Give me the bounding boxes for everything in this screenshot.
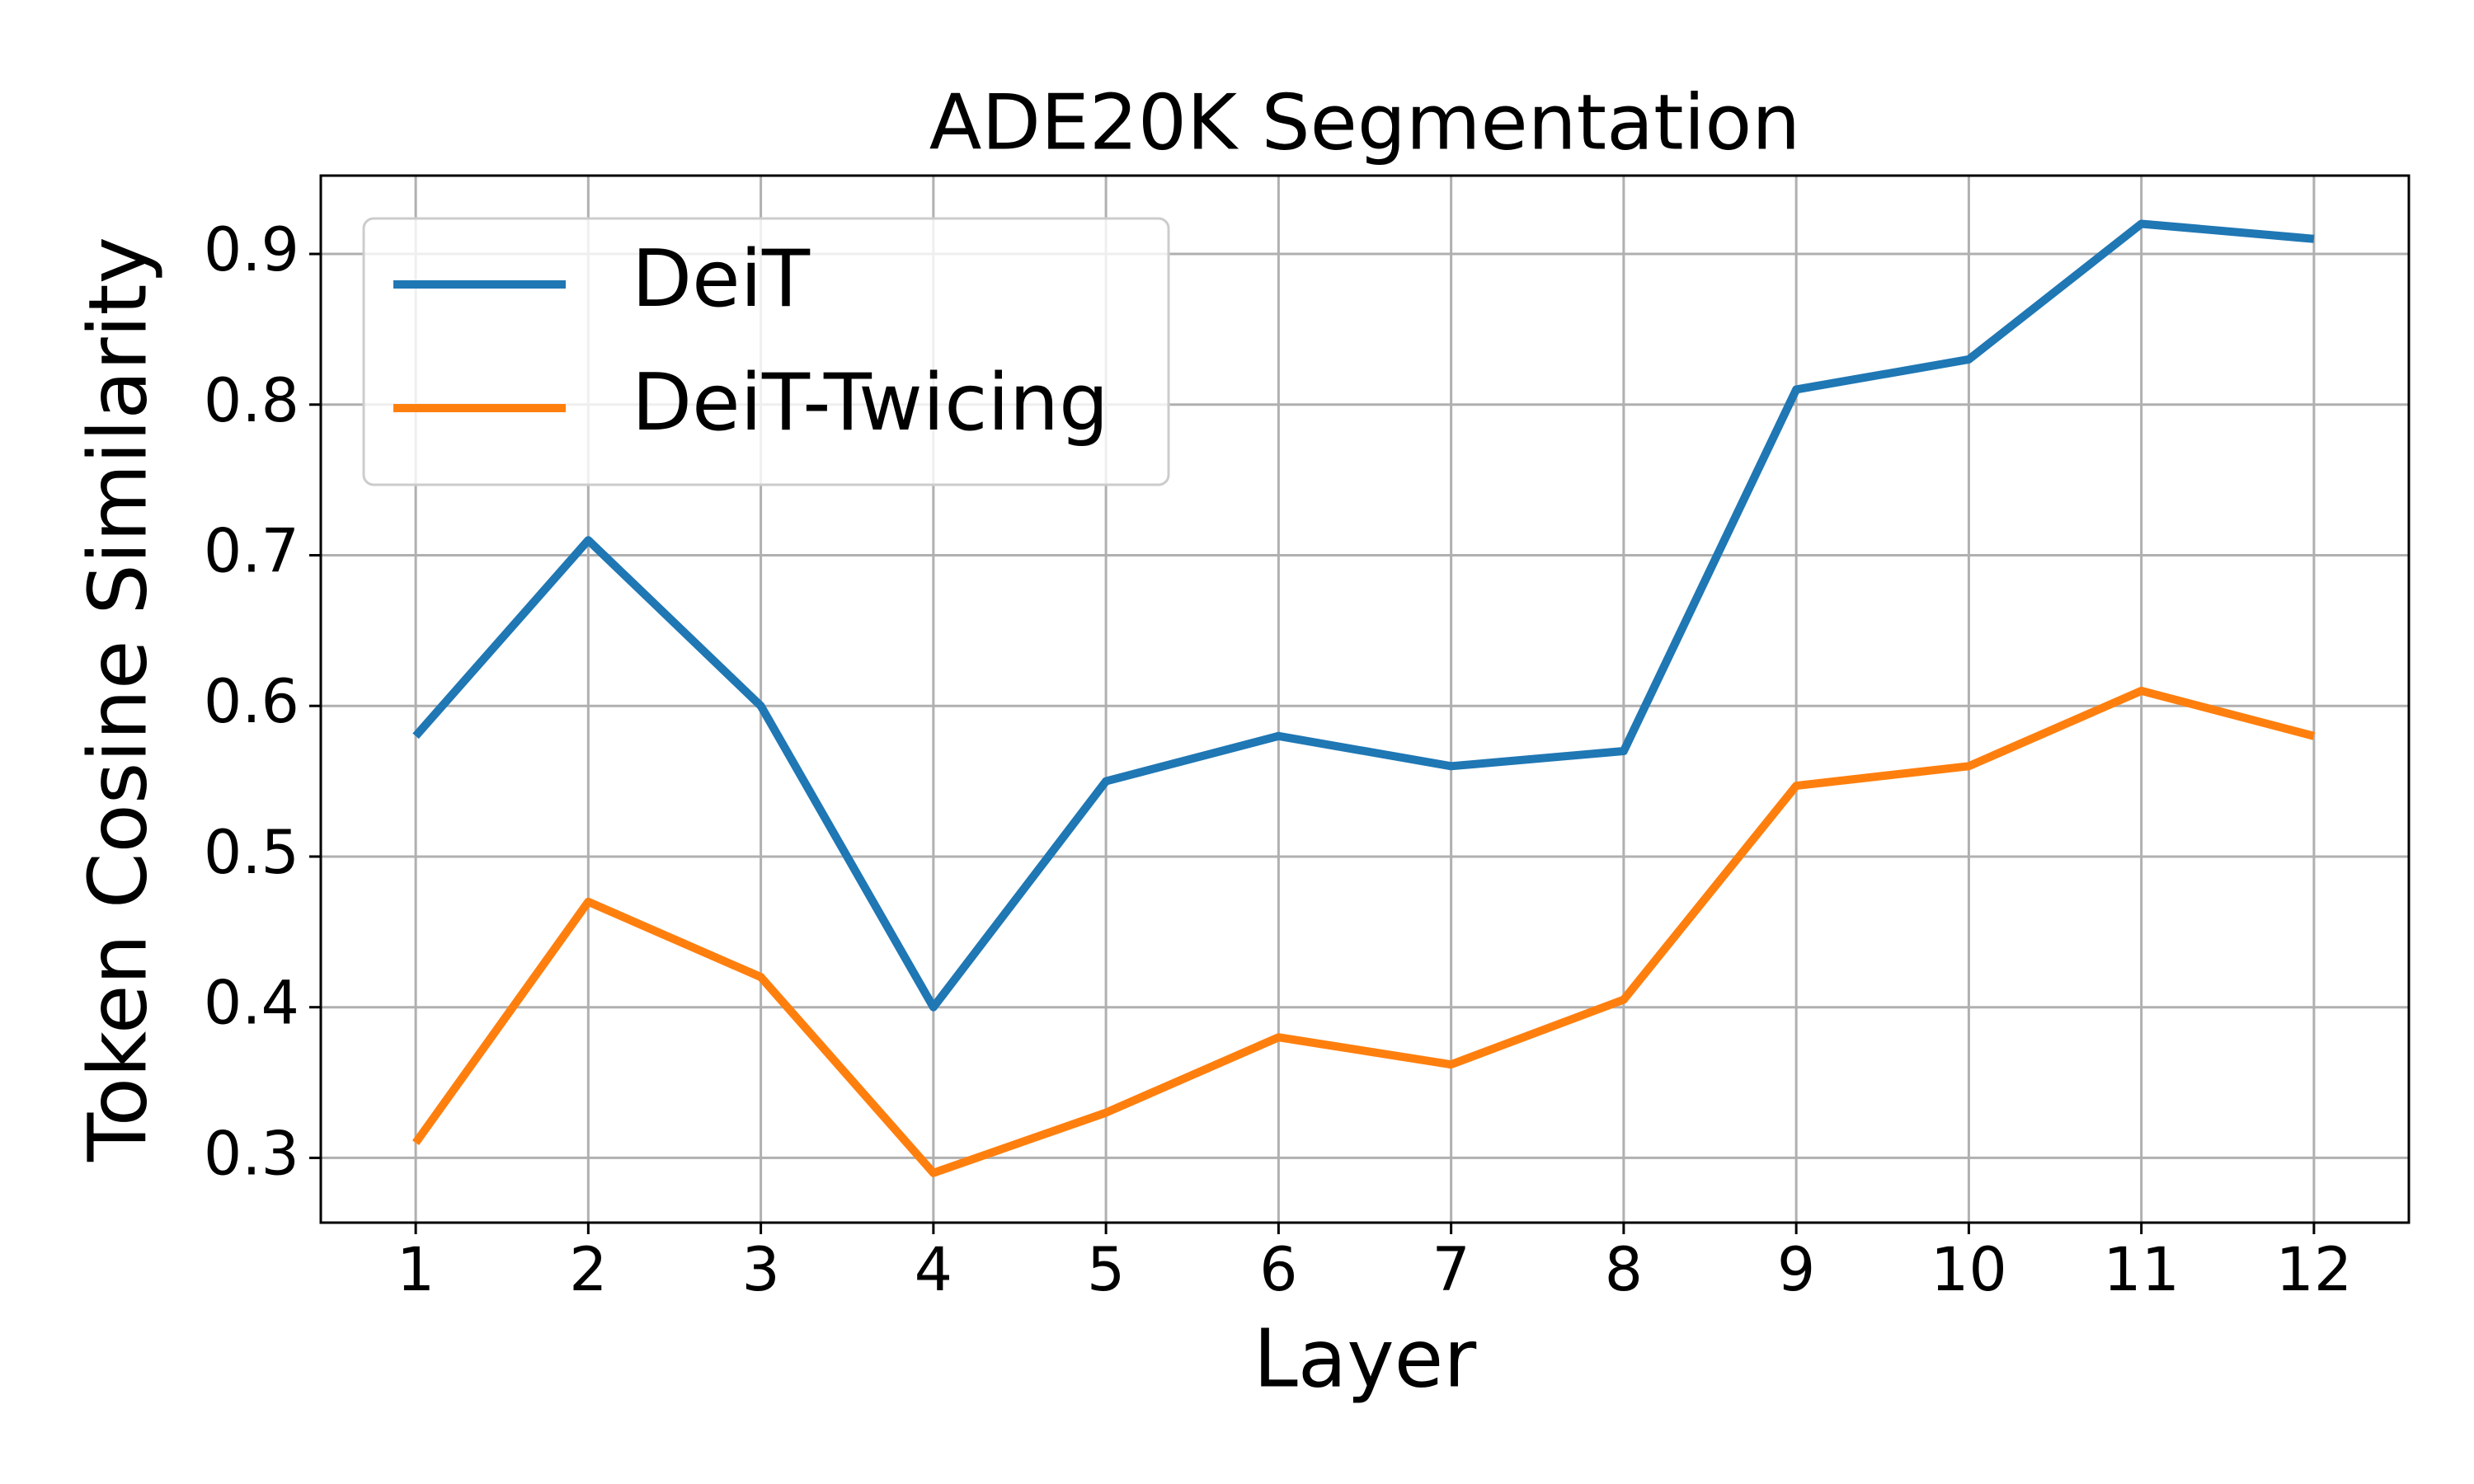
- x-tick-label: 5: [1087, 1235, 1125, 1305]
- plot-frame: [319, 174, 2411, 1224]
- x-tick-label: 12: [2275, 1235, 2352, 1305]
- x-axis-label: Layer: [1253, 1312, 1477, 1405]
- x-tick-label: 1: [397, 1235, 435, 1305]
- x-tick-label: 3: [741, 1235, 779, 1305]
- x-tick-label: 10: [1931, 1235, 2007, 1305]
- y-tick-label: 0.9: [204, 215, 299, 285]
- x-tick-label: 6: [1259, 1235, 1297, 1305]
- y-tick-label: 0.5: [204, 818, 299, 888]
- x-tick-label: 2: [569, 1235, 607, 1305]
- y-axis-label: Token Cosine Similarity: [71, 237, 164, 1162]
- x-tick-label: 8: [1605, 1235, 1643, 1305]
- data-line: [412, 686, 2316, 1177]
- y-tick-label: 0.3: [204, 1119, 299, 1189]
- y-tick-label: 0.4: [204, 969, 299, 1039]
- y-tick-label: 0.8: [204, 366, 299, 436]
- chart-title: ADE20K Segmentation: [929, 77, 1801, 167]
- legend-label: DeiT: [632, 234, 811, 325]
- x-tick-label: 7: [1432, 1235, 1470, 1305]
- x-tick-label: 4: [915, 1235, 952, 1305]
- data-line: [412, 219, 2315, 1012]
- x-tick-label: 9: [1777, 1235, 1815, 1305]
- y-tick-label: 0.6: [204, 667, 299, 737]
- x-tick-label: 11: [2103, 1235, 2180, 1305]
- y-tick-label: 0.7: [204, 517, 299, 587]
- legend-label: DeiT-Twicing: [632, 358, 1108, 448]
